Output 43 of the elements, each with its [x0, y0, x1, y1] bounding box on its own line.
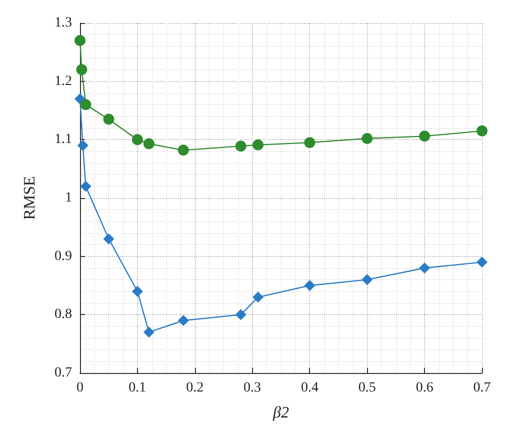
point	[476, 125, 488, 136]
y-tick-label: 1	[65, 190, 72, 206]
point	[143, 138, 154, 150]
y-tick-label: 1.3	[54, 16, 72, 30]
y-tick-label: 0.7	[54, 366, 72, 380]
y-tick-label: 0.8	[54, 307, 72, 322]
point	[362, 133, 373, 144]
x-tick-label: 0.4	[300, 380, 318, 396]
x-tick-label: 0	[76, 380, 84, 396]
point	[132, 134, 143, 146]
y-axis-title: RMSE	[22, 176, 38, 220]
point	[235, 309, 246, 320]
point	[252, 292, 264, 303]
x-axis-title: β2	[272, 404, 289, 422]
point	[103, 114, 114, 125]
point	[132, 286, 143, 297]
x-tick-label: 0.1	[128, 380, 146, 396]
point	[235, 140, 246, 152]
y-tick-label: 1.2	[54, 74, 72, 89]
point	[143, 326, 154, 338]
point	[74, 35, 86, 46]
point	[80, 180, 92, 192]
point	[103, 233, 114, 244]
x-tick-label: 0.6	[416, 380, 434, 396]
y-tick-label: 1.1	[54, 132, 72, 148]
point	[419, 262, 430, 274]
point	[419, 130, 430, 142]
point	[362, 274, 373, 286]
y-tick-label: 0.9	[54, 248, 72, 264]
point	[80, 99, 92, 110]
point	[252, 139, 264, 150]
point	[178, 315, 189, 326]
x-tick-label: 0.2	[186, 380, 204, 396]
point	[476, 256, 488, 268]
point	[76, 64, 88, 76]
point	[77, 140, 88, 151]
x-tick-label: 0.5	[358, 380, 376, 396]
point	[304, 137, 316, 148]
point	[74, 93, 86, 104]
x-tick-label: 0.7	[473, 380, 491, 396]
point	[304, 280, 316, 291]
point	[178, 144, 189, 156]
x-tick-label: 0.3	[244, 380, 262, 396]
